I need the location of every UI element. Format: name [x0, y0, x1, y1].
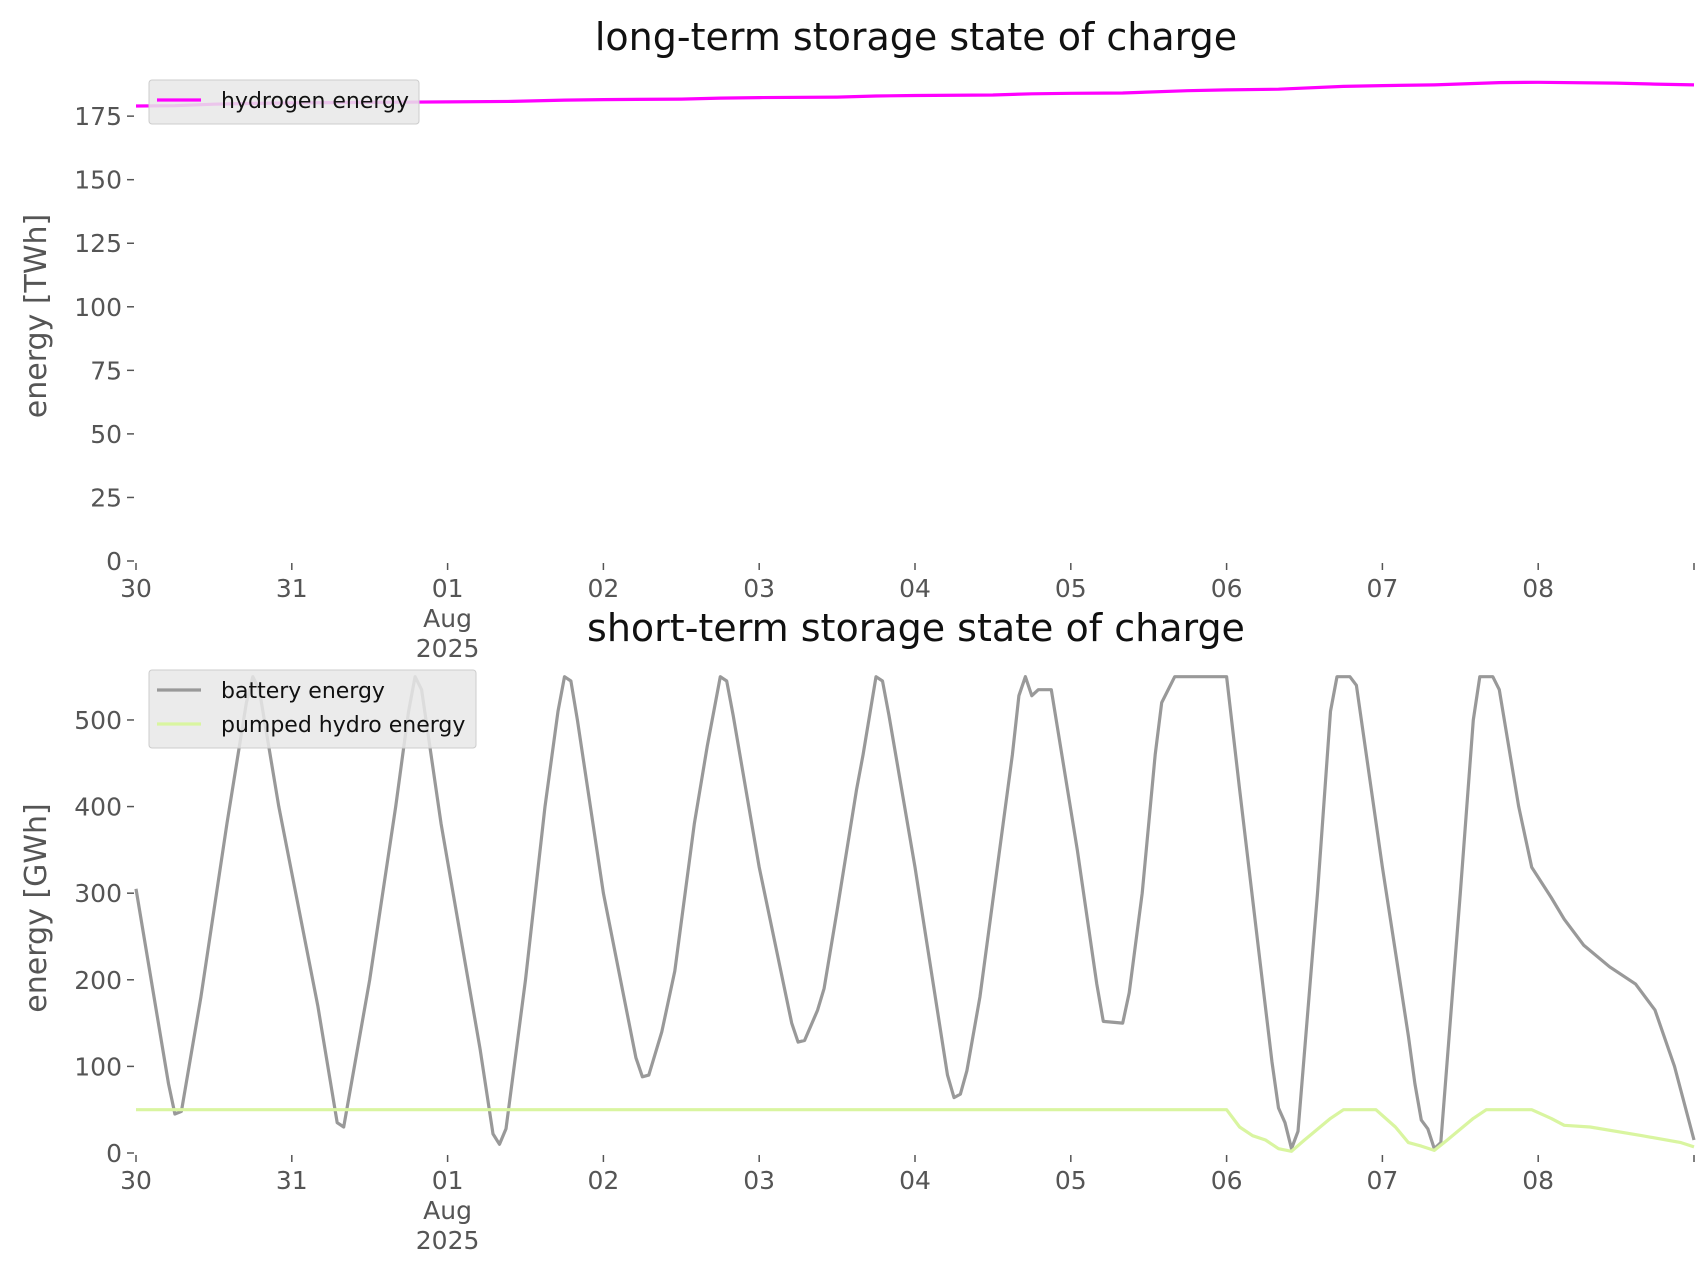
x-tick-sublabel: 2025: [416, 634, 480, 663]
x-tick-label: 01: [432, 574, 464, 603]
legend-label: pumped hydro energy: [221, 713, 465, 738]
series-line-pumped-hydro-energy: [136, 1108, 1695, 1153]
x-tick-label: 07: [1366, 574, 1398, 603]
y-tick-label: 125: [74, 229, 122, 258]
y-tick-label: 75: [90, 356, 122, 385]
x-tick-label: 05: [1055, 1166, 1087, 1195]
y-axis-label: energy [TWh]: [19, 214, 54, 418]
x-tick-label: 07: [1366, 1166, 1398, 1195]
legend: hydrogen energy: [148, 79, 420, 125]
y-tick-label: 100: [74, 1052, 122, 1081]
y-tick-label: 0: [106, 1139, 122, 1168]
x-tick-sublabel: Aug: [423, 1196, 472, 1225]
chart-title: short-term storage state of charge: [587, 606, 1245, 650]
x-tick-label: 03: [743, 574, 775, 603]
long-term-storage-panel: long-term storage state of charge energy…: [19, 15, 1695, 663]
legend-label: battery energy: [221, 679, 385, 704]
x-tick-label: 02: [587, 1166, 619, 1195]
y-tick-label: 400: [74, 793, 122, 822]
y-tick-label: 100: [74, 293, 122, 322]
legend: battery energy pumped hydro energy: [148, 669, 477, 749]
x-tick-label: 02: [587, 574, 619, 603]
x-tick-sublabel: 2025: [416, 1226, 480, 1255]
y-tick-label: 150: [74, 166, 122, 195]
legend-label: hydrogen energy: [221, 89, 409, 114]
x-tick-label: 08: [1522, 1166, 1554, 1195]
chart-title: long-term storage state of charge: [595, 15, 1237, 59]
x-tick-label: 01: [432, 1166, 464, 1195]
x-tick-label: 04: [899, 574, 931, 603]
y-tick-label: 50: [90, 420, 122, 449]
x-tick-label: 06: [1211, 574, 1243, 603]
x-tick-label: 05: [1055, 574, 1087, 603]
y-tick-label: 300: [74, 879, 122, 908]
x-tick-sublabel: Aug: [423, 604, 472, 633]
y-tick-label: 500: [74, 706, 122, 735]
short-term-storage-panel: short-term storage state of charge energ…: [19, 606, 1696, 1255]
x-tick-label: 08: [1522, 574, 1554, 603]
y-tick-label: 200: [74, 966, 122, 995]
x-tick-label: 04: [899, 1166, 931, 1195]
y-tick-label: 175: [74, 102, 122, 131]
y-axis-label: energy [GWh]: [19, 803, 54, 1012]
x-tick-label: 06: [1211, 1166, 1243, 1195]
legend-box: [148, 79, 420, 125]
legend-box: [148, 669, 477, 749]
x-tick-label: 30: [120, 574, 152, 603]
x-tick-label: 03: [743, 1166, 775, 1195]
y-tick-label: 25: [90, 483, 122, 512]
y-tick-label: 0: [106, 547, 122, 576]
x-tick-label: 31: [276, 1166, 308, 1195]
x-tick-label: 31: [276, 574, 308, 603]
x-tick-label: 30: [120, 1166, 152, 1195]
